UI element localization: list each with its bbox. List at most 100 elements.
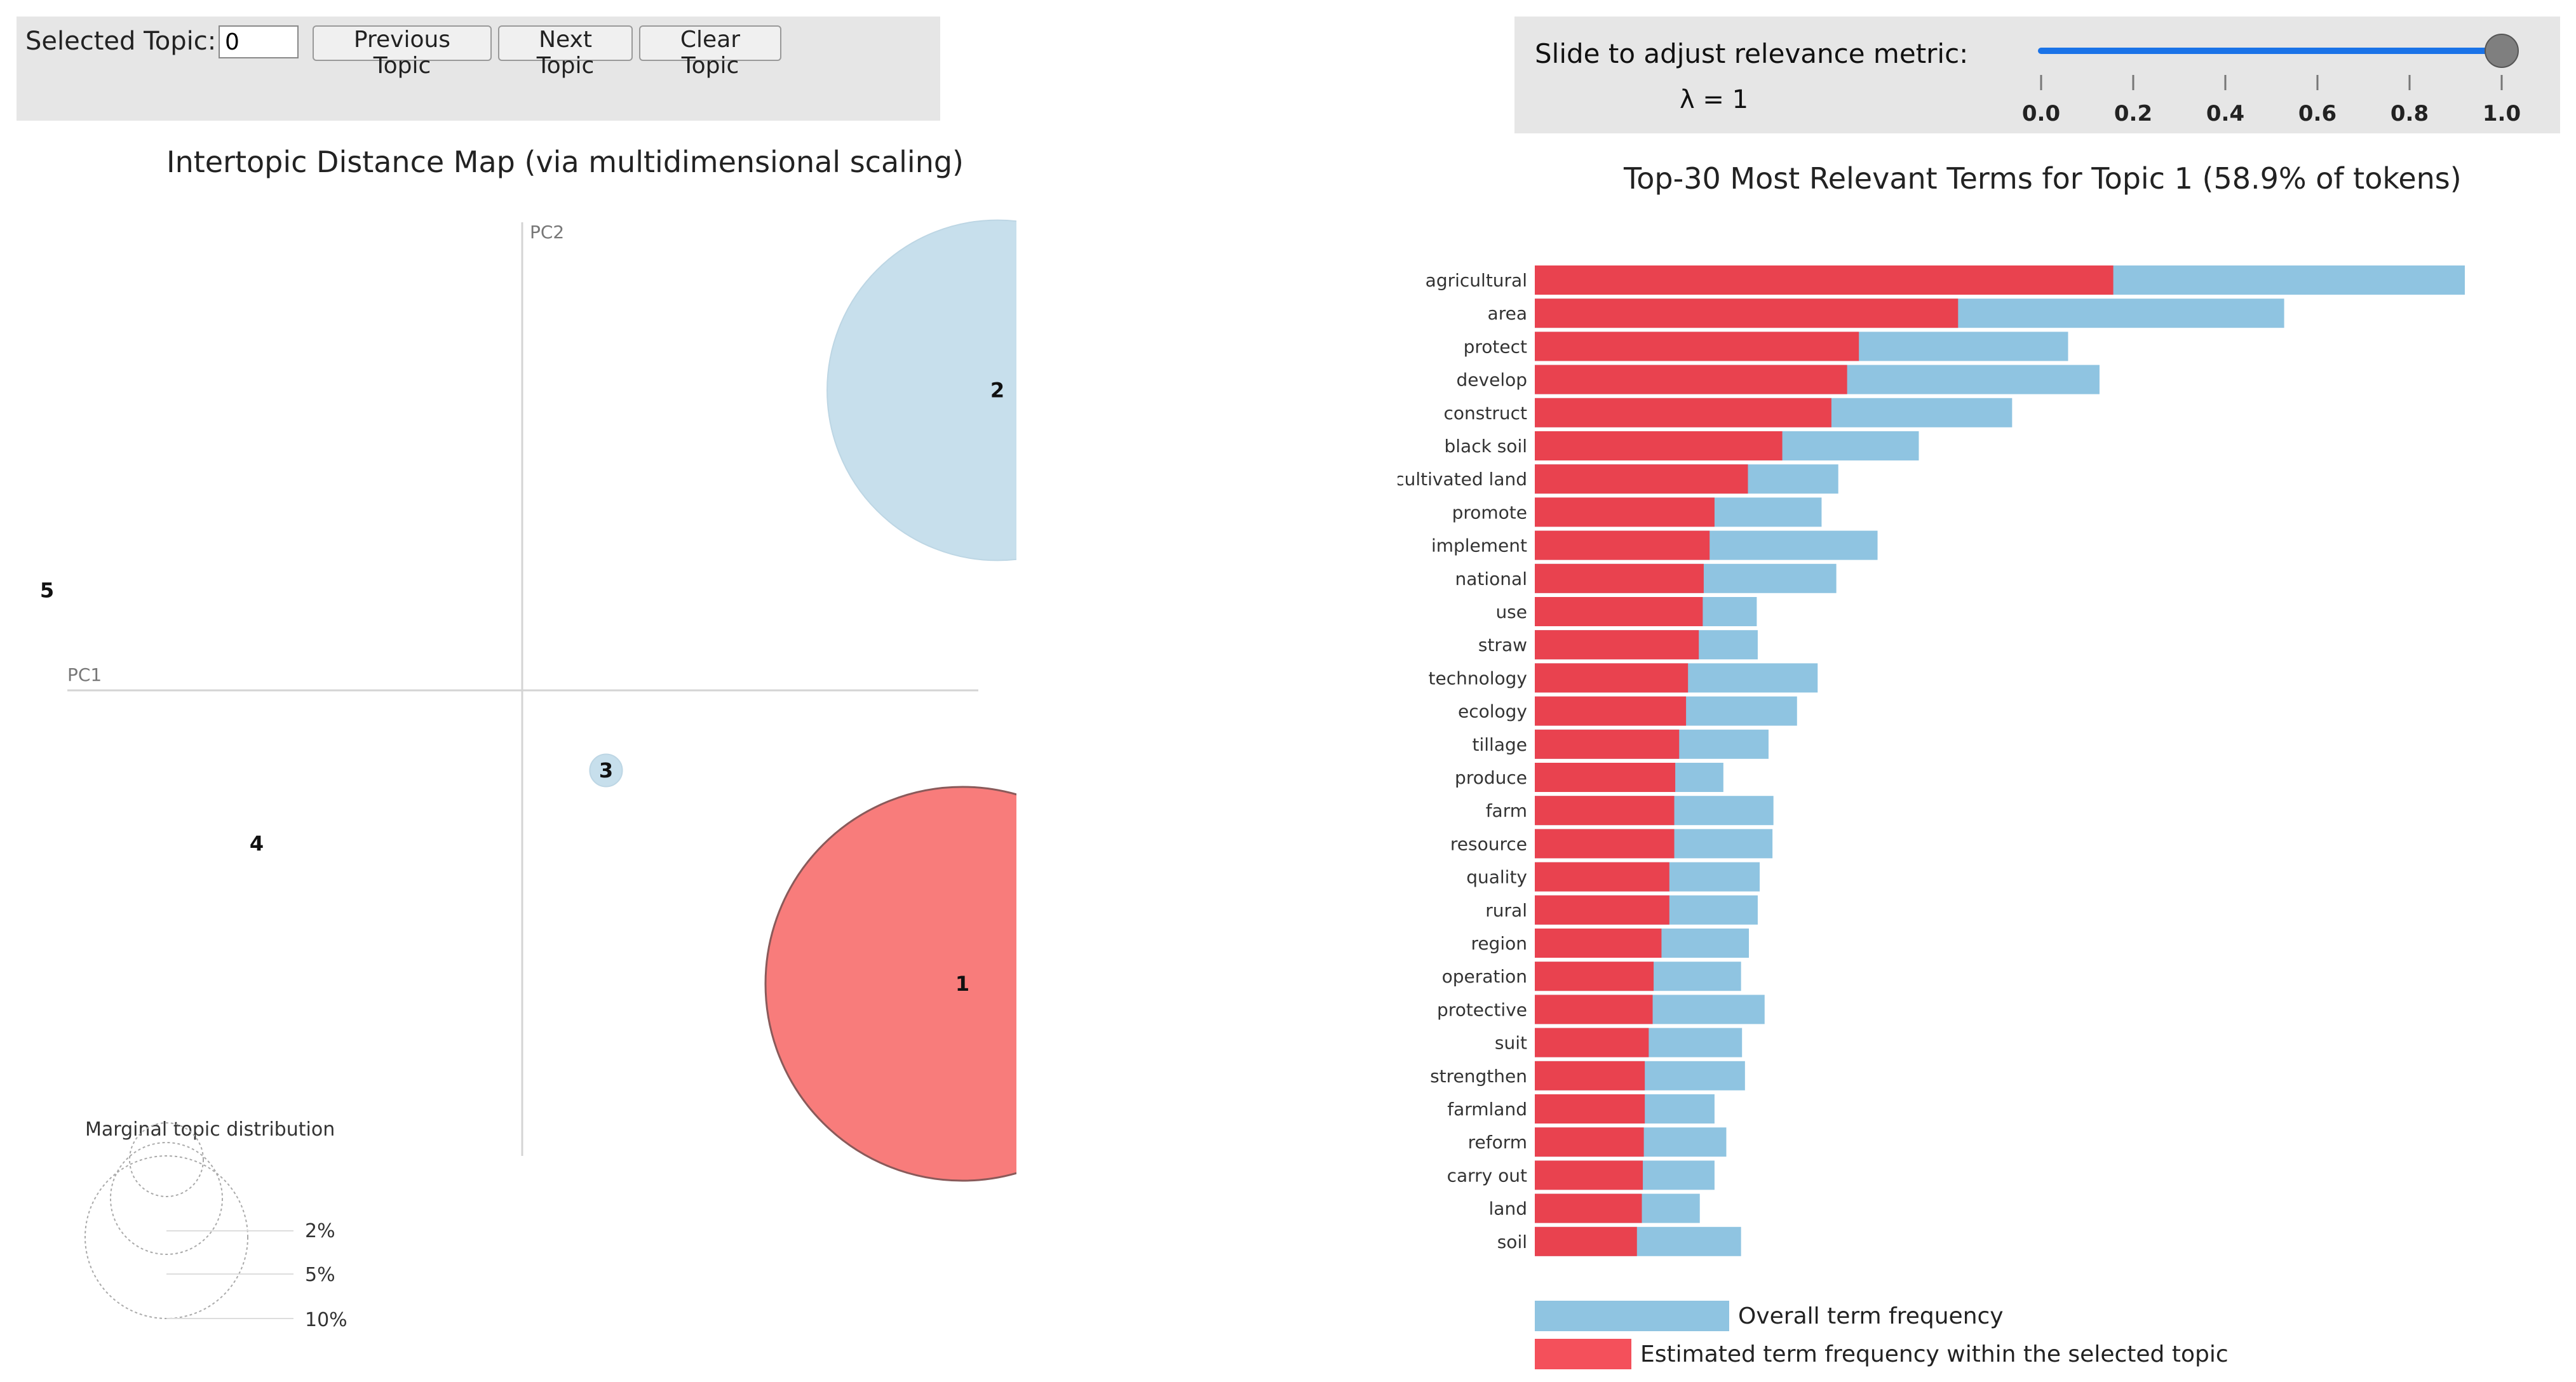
topic-bar[interactable]: [1535, 696, 1687, 726]
term-label: black soil: [1445, 436, 1528, 457]
topic-label-2: 2: [990, 379, 1004, 403]
topic-bar[interactable]: [1535, 862, 1669, 892]
next-topic-button[interactable]: Next Topic: [498, 25, 633, 79]
clear-topic-button[interactable]: Clear Topic: [639, 25, 781, 79]
topic-bar[interactable]: [1535, 265, 2114, 295]
topic-bar[interactable]: [1535, 829, 1675, 859]
term-label: technology: [1429, 668, 1527, 688]
term-label: construct: [1444, 403, 1527, 424]
topic-bar[interactable]: [1535, 796, 1675, 826]
topic-circle-3[interactable]: [589, 753, 623, 788]
topic-bar[interactable]: [1535, 895, 1669, 925]
bar-legend: Overall term frequency Estimated term fr…: [1535, 1301, 2229, 1369]
topic-bar[interactable]: [1535, 1094, 1645, 1124]
slider-tick-label: 0.2: [2114, 101, 2152, 126]
term-label: use: [1495, 601, 1527, 622]
slider-tick-label: 0.6: [2298, 101, 2337, 126]
term-label: strengthen: [1430, 1066, 1527, 1087]
pc2-label: PC2: [530, 222, 564, 243]
term-label: implement: [1431, 535, 1527, 556]
relevance-panel: Slide to adjust relevance metric: λ = 1 …: [1514, 17, 2560, 133]
topic-bar[interactable]: [1535, 763, 1676, 792]
topic-label-1: 1: [955, 972, 969, 996]
term-label: protect: [1464, 336, 1527, 357]
legend-topic-swatch: [1535, 1339, 1631, 1369]
topic-bar[interactable]: [1535, 431, 1783, 460]
top-terms-bar-chart: agricultural area protect develop construct b…: [1398, 265, 2465, 1369]
topic-bar[interactable]: [1535, 497, 1715, 527]
term-label: tillage: [1473, 734, 1527, 755]
bar-chart-title: Top-30 Most Relevant Terms for Topic 1 (…: [1624, 161, 2462, 196]
term-label: protective: [1437, 999, 1527, 1020]
legend-topic-label: Estimated term frequency within the sele…: [1640, 1341, 2229, 1367]
topic-bar[interactable]: [1535, 398, 1831, 427]
topic-bar[interactable]: [1535, 365, 1847, 394]
topic-bar[interactable]: [1535, 962, 1654, 991]
topic-bar[interactable]: [1535, 1226, 1637, 1256]
marginal-label-5: 5%: [305, 1264, 335, 1286]
topic-bar[interactable]: [1535, 332, 1859, 361]
topic-bar[interactable]: [1535, 299, 1959, 328]
topic-bar[interactable]: [1535, 1028, 1649, 1057]
topic-bar[interactable]: [1535, 464, 1748, 494]
term-label: ecology: [1458, 701, 1527, 722]
topic-bar[interactable]: [1535, 1127, 1644, 1157]
relevance-label: Slide to adjust relevance metric:: [1535, 38, 1969, 69]
slider-ticks: 0.0 0.2 0.4 0.6 0.8 1.0: [2022, 75, 2521, 126]
slider-tick-label: 1.0: [2483, 101, 2521, 126]
topic-bar[interactable]: [1535, 663, 1689, 693]
term-label: area: [1488, 303, 1527, 324]
marginal-circle-2: [129, 1122, 204, 1197]
term-label: produce: [1455, 767, 1527, 788]
topic-circle-1[interactable]: [764, 786, 1016, 1182]
slider-tick-label: 0.0: [2022, 101, 2060, 126]
topic-circle-2[interactable]: [826, 219, 1016, 561]
intertopic-map-title: Intertopic Distance Map (via multidimens…: [166, 145, 964, 179]
marginal-label-10: 10%: [305, 1309, 347, 1331]
topic-bar[interactable]: [1535, 630, 1699, 660]
term-label: cultivated land: [1398, 469, 1527, 490]
topic-bar[interactable]: [1535, 929, 1662, 958]
previous-topic-button[interactable]: Previous Topic: [313, 25, 492, 79]
topic-bar[interactable]: [1535, 530, 1710, 560]
topic-bar[interactable]: [1535, 563, 1704, 593]
term-label: region: [1471, 933, 1527, 954]
topic-label-3: 3: [599, 758, 613, 782]
slider-handle[interactable]: [2485, 34, 2519, 68]
marginal-title: Marginal topic distribution: [85, 1118, 335, 1141]
term-label: agricultural: [1426, 270, 1527, 291]
slider-tick-label: 0.8: [2391, 101, 2429, 126]
topic-bar[interactable]: [1535, 729, 1680, 759]
legend-overall-swatch: [1535, 1301, 1729, 1331]
marginal-circle-10: [84, 1155, 248, 1319]
term-label: farm: [1486, 800, 1527, 821]
term-label: national: [1455, 568, 1527, 589]
marginal-circle-5: [110, 1142, 223, 1255]
topic-bar[interactable]: [1535, 1061, 1645, 1090]
marginal-label-2: 2%: [305, 1220, 335, 1242]
topic-frequency-bars: [1535, 265, 2114, 1256]
intertopic-distance-map: PC2 PC1 1 2 3 4 5 Marginal topic distributio…: [40, 219, 1016, 1331]
selected-topic-label: Selected Topic:: [25, 27, 217, 56]
term-label: land: [1489, 1198, 1527, 1219]
topic-controls: Selected Topic: Previous Topic Next Topi…: [17, 17, 940, 121]
topic-bar[interactable]: [1535, 1160, 1643, 1190]
topic-label-5: 5: [40, 579, 54, 603]
term-label: carry out: [1447, 1165, 1527, 1186]
selected-topic-input[interactable]: [219, 25, 299, 58]
topic-circles: 1 2 3 4 5: [40, 219, 1016, 1182]
term-label: quality: [1466, 867, 1527, 888]
term-label: promote: [1452, 502, 1527, 523]
topic-label-4: 4: [250, 832, 264, 856]
term-label: straw: [1478, 634, 1527, 655]
term-label: resource: [1450, 833, 1527, 854]
legend-overall-label: Overall term frequency: [1738, 1303, 2004, 1329]
topic-bar[interactable]: [1535, 1193, 1642, 1223]
marginal-legend: [84, 1122, 293, 1319]
topic-bar[interactable]: [1535, 995, 1653, 1024]
relevance-slider[interactable]: 0.0 0.2 0.4 0.6 0.8 1.0: [1514, 17, 2560, 133]
slider-tick-label: 0.4: [2206, 101, 2244, 126]
topic-bar[interactable]: [1535, 597, 1703, 626]
term-label: develop: [1457, 370, 1527, 391]
term-labels: agricultural area protect develop construct b…: [1398, 270, 1527, 1252]
